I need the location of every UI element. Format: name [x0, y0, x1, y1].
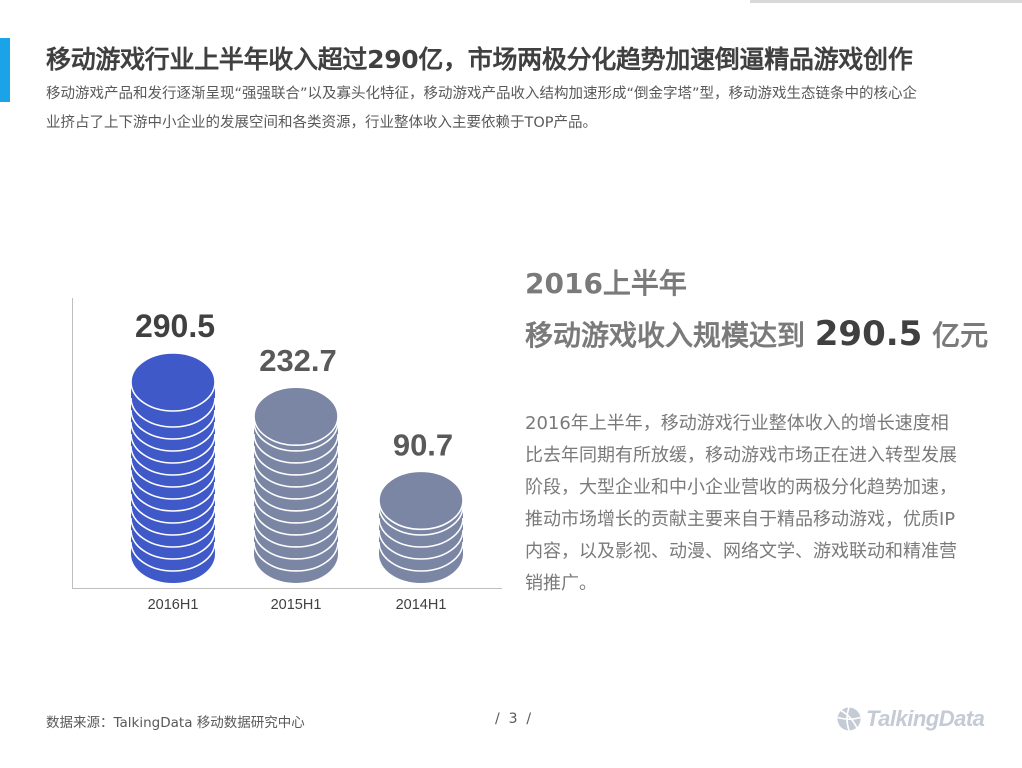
value-label: 90.7	[393, 427, 453, 462]
title-accent-bar	[0, 38, 10, 102]
talkingdata-logo: TalkingData	[836, 702, 985, 736]
top-rule	[750, 0, 1022, 3]
highlight-year: 2016上半年	[525, 267, 687, 300]
x-tick-label: 2016H1	[148, 597, 199, 613]
page-title: 移动游戏行业上半年收入超过290亿，市场两极分化趋势加速倒逼精品游戏创作	[46, 45, 913, 74]
chart-labels: 290.5 2016H1 232.7 2015H1 90.7 2014H1	[135, 308, 453, 613]
page-number: / 3 /	[495, 711, 532, 727]
description-text: 2016年上半年，移动游戏行业整体收入的增长速度相比去年同期有所放缓，移动游戏市…	[525, 413, 957, 594]
value-label: 232.7	[259, 343, 337, 378]
value-label: 290.5	[135, 308, 215, 344]
chart-bars	[130, 352, 464, 583]
basketball-icon	[837, 707, 861, 731]
logo-text: TalkingData	[866, 706, 985, 731]
x-tick-label: 2015H1	[271, 597, 322, 613]
coin-stack-bar	[130, 352, 216, 583]
data-source: 数据来源：TalkingData 移动数据研究中心	[46, 715, 305, 731]
highlight-value: 290.5	[814, 314, 923, 354]
revenue-coin-chart: 290.5 2016H1 232.7 2015H1 90.7 2014H1	[72, 298, 502, 613]
coin-stack-bar	[378, 470, 464, 583]
highlight-line: 移动游戏收入规模达到 290.5 亿元	[525, 314, 988, 354]
coin-stack-bar	[253, 386, 339, 583]
x-tick-label: 2014H1	[396, 597, 447, 613]
page-subtitle: 移动游戏产品和发行逐渐呈现“强强联合”以及寡头化特征，移动游戏产品收入结构加速形…	[46, 86, 918, 131]
highlight-prefix: 移动游戏收入规模达到	[525, 319, 806, 352]
highlight-suffix: 亿元	[932, 319, 989, 352]
